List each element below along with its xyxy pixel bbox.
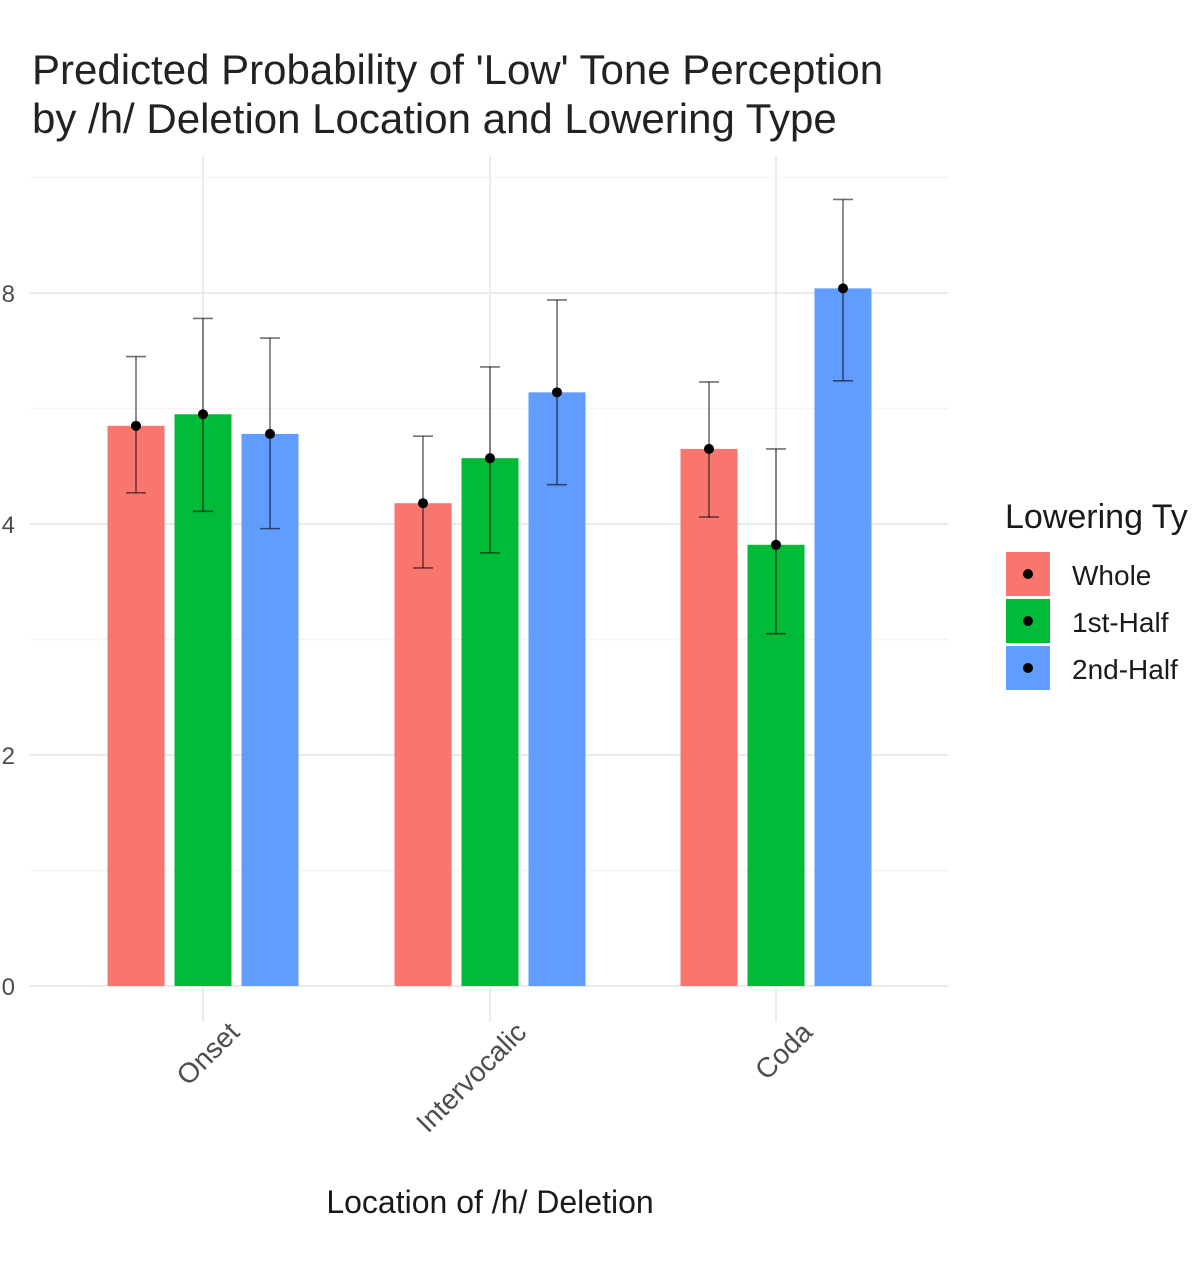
- x-axis: Onset Intervocalic Coda: [170, 1016, 818, 1138]
- y-tick-label: 8: [2, 281, 15, 308]
- bars: [107, 288, 872, 987]
- x-axis-label: Location of /h/ Deletion: [326, 1184, 653, 1220]
- y-tick-label: 2: [2, 743, 15, 770]
- point-estimate: [131, 420, 141, 431]
- point-estimate: [485, 453, 495, 464]
- bar-coda-whole: [680, 448, 738, 986]
- legend-dot: [1023, 663, 1033, 673]
- legend-dot: [1023, 616, 1033, 626]
- legend-item-2nd-half: 2nd-Half: [1006, 646, 1178, 690]
- legend-title: Lowering Ty: [1005, 498, 1188, 536]
- point-estimate: [418, 498, 428, 509]
- x-tick-label: Coda: [749, 1016, 819, 1086]
- bar-intervocalic-2nd-half: [528, 392, 586, 987]
- bar-intervocalic-whole: [394, 503, 452, 986]
- y-axis: 0 2 4 8: [2, 281, 15, 1001]
- bar-coda-2nd-half: [814, 288, 872, 986]
- legend-item-1st-half: 1st-Half: [1006, 599, 1169, 643]
- y-tick-label: 0: [2, 974, 15, 1001]
- x-tick-label: Intervocalic: [410, 1016, 532, 1138]
- y-tick-label: 4: [2, 512, 15, 539]
- bar-onset-whole: [107, 425, 165, 986]
- legend-item-whole: Whole: [1006, 552, 1151, 596]
- chart-title-line-2: by /h/ Deletion Location and Lowering Ty…: [32, 95, 837, 142]
- error-bars: [126, 198, 853, 635]
- chart-title-line-1: Predicted Probability of 'Low' Tone Perc…: [32, 46, 883, 93]
- legend-dot: [1023, 569, 1033, 579]
- legend: Lowering Ty Whole 1st-Half 2nd-Half: [1005, 498, 1188, 690]
- legend-label: 1st-Half: [1072, 607, 1169, 638]
- point-estimate: [265, 428, 275, 439]
- point-estimate: [771, 539, 781, 550]
- x-tick-label: Onset: [170, 1016, 245, 1091]
- point-estimate: [704, 443, 714, 454]
- point-estimate: [198, 409, 208, 420]
- legend-label: Whole: [1072, 560, 1151, 591]
- point-estimate: [552, 387, 562, 398]
- legend-label: 2nd-Half: [1072, 654, 1178, 685]
- point-estimate: [838, 283, 848, 294]
